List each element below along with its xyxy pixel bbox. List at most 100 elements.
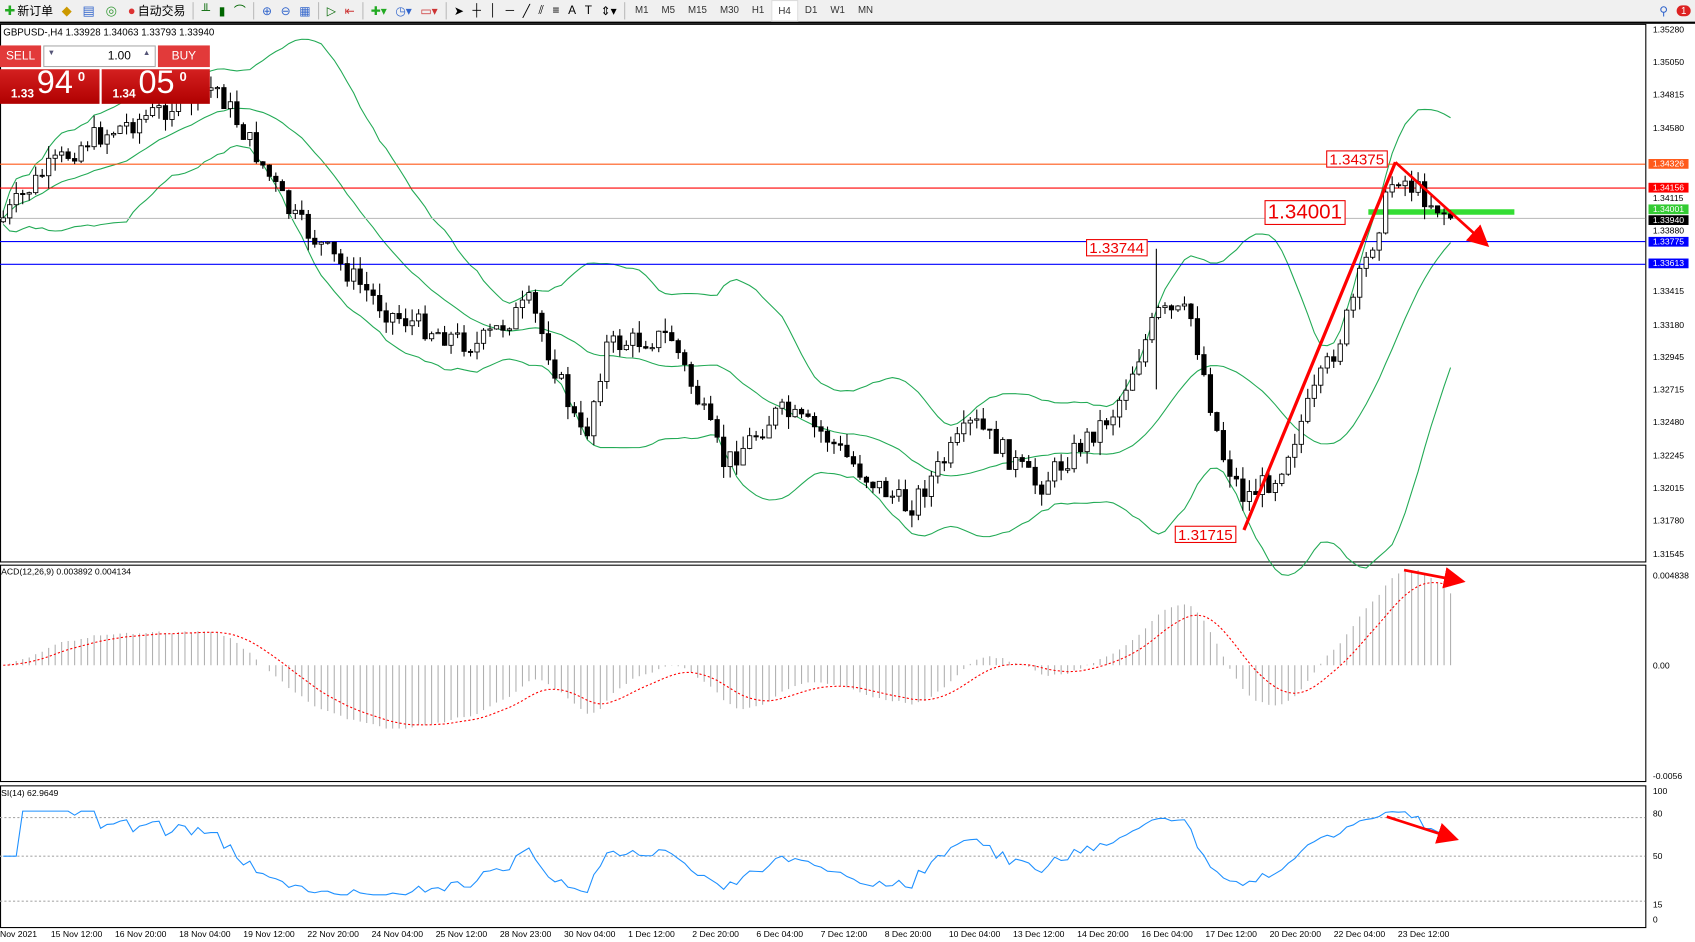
candle-body xyxy=(305,213,311,239)
candle-body xyxy=(1084,431,1090,453)
candle-body xyxy=(850,456,857,465)
search-icon: ⚲ xyxy=(1659,4,1668,18)
price-chart[interactable] xyxy=(0,23,1695,942)
signal-icon: ◎ xyxy=(105,3,117,19)
line-chart-button[interactable]: ⌒ xyxy=(230,1,251,20)
arrows-button[interactable]: ⇕▾ xyxy=(596,1,621,20)
bollinger-upper-band xyxy=(2,38,1451,426)
candle-body xyxy=(1311,384,1317,399)
chart-shift-button[interactable]: ⇤ xyxy=(340,1,359,20)
tile-windows-button[interactable]: ▦ xyxy=(295,1,315,20)
lot-decrease-icon[interactable]: ▼ xyxy=(47,49,56,58)
candle-body xyxy=(1279,473,1285,484)
autoscroll-button[interactable]: ▷ xyxy=(322,1,340,20)
candle-body xyxy=(1227,459,1233,477)
candle-body xyxy=(461,332,467,352)
macd-axis-label: 0.004838 xyxy=(1652,571,1689,581)
candle-body xyxy=(721,436,727,468)
bollinger-middle-band xyxy=(2,107,1451,477)
new-order-button[interactable]: ✚ 新订单 xyxy=(4,3,54,19)
timeframe-d1[interactable]: D1 xyxy=(804,4,818,16)
price-axis-label: 1.32715 xyxy=(1652,384,1685,395)
candle-body xyxy=(273,175,279,182)
macd-signal-line xyxy=(3,582,1451,726)
candle-body xyxy=(1091,431,1097,443)
price-tag: 1.33940 xyxy=(1648,215,1689,225)
candle-body xyxy=(286,190,292,215)
navigator-button[interactable]: ▤ xyxy=(78,1,101,20)
sell-button[interactable]: SELL xyxy=(0,45,42,68)
horizontal-line-button[interactable]: ─ xyxy=(501,1,518,20)
zoom-in-button[interactable]: ⊕ xyxy=(258,1,277,20)
timeframe-h1[interactable]: H1 xyxy=(751,4,765,16)
timeframe-h4[interactable]: H4 xyxy=(770,0,799,22)
bar-chart-button[interactable]: ╨ xyxy=(197,1,214,20)
search-button[interactable]: ⚲ xyxy=(1655,1,1672,20)
candle-body xyxy=(13,193,19,206)
text-button[interactable]: A xyxy=(564,1,581,20)
price-tag: 1.33613 xyxy=(1648,258,1689,269)
candle-body xyxy=(383,310,389,323)
auto-trading-button[interactable]: ● 自动交易 xyxy=(127,3,186,19)
lot-increase-icon[interactable]: ▲ xyxy=(142,49,151,58)
buy-price[interactable]: 1.34 05 0 xyxy=(101,65,210,104)
templates-button[interactable]: ▭▾ xyxy=(416,1,442,20)
timeframe-m1[interactable]: M1 xyxy=(634,4,649,16)
candle-body xyxy=(948,441,954,464)
text-label-button[interactable]: T xyxy=(580,1,596,20)
candle-body xyxy=(1136,361,1142,375)
timeframe-w1[interactable]: W1 xyxy=(830,4,845,16)
timeframe-mn[interactable]: MN xyxy=(857,4,874,16)
candle-body xyxy=(565,374,571,408)
channel-button[interactable]: ⫽ xyxy=(534,1,548,20)
rsi-label: SI(14) 62.9649 xyxy=(1,788,59,799)
candle-body xyxy=(1032,466,1038,486)
rsi-divergence-arrow xyxy=(1386,815,1459,844)
candle-body xyxy=(403,318,409,327)
high-annotation[interactable]: 1.34375 xyxy=(1326,150,1388,168)
candle-body xyxy=(883,480,889,498)
timeframe-bar: M1 M5 M15 M30 H1 H4 D1 W1 MN xyxy=(629,0,880,22)
crosshair-button[interactable]: ┼ xyxy=(468,1,485,20)
low-annotation[interactable]: 1.31715 xyxy=(1174,525,1236,544)
buy-button[interactable]: BUY xyxy=(157,45,210,68)
notifications-button[interactable]: 1 xyxy=(1672,1,1695,20)
timeframe-m5[interactable]: M5 xyxy=(661,4,676,16)
candle-body xyxy=(1097,420,1103,443)
candle-body xyxy=(227,101,233,110)
rsi-axis-label: 100 xyxy=(1652,786,1668,797)
candle-body xyxy=(954,433,960,443)
candle-body xyxy=(1292,443,1298,458)
signals-button[interactable]: ◎ xyxy=(101,1,123,20)
macd-axis-label: -0.0056 xyxy=(1652,771,1683,781)
indicators-button[interactable]: ✚▾ xyxy=(366,1,391,20)
periods-button[interactable]: ◷▾ xyxy=(391,1,416,20)
candle-body xyxy=(104,134,110,145)
vertical-line-button[interactable]: │ xyxy=(485,1,501,20)
candle-body xyxy=(1337,343,1343,362)
candle-body xyxy=(798,408,805,415)
time-axis-label: 2 Dec 20:00 xyxy=(692,929,739,939)
candle-chart-button[interactable]: ▮ xyxy=(214,1,229,20)
sell-price[interactable]: 1.33 94 0 xyxy=(0,65,100,104)
fibonacci-button[interactable]: ≡ xyxy=(548,1,564,20)
candle-body xyxy=(123,122,130,127)
trendline-button[interactable]: ╱ xyxy=(518,1,534,20)
swing-high-annotation[interactable]: 1.33744 xyxy=(1086,239,1148,257)
text-label-icon: T xyxy=(584,4,592,18)
lot-size-input[interactable]: ▼ 1.00 ▲ xyxy=(43,45,156,68)
candle-body xyxy=(1285,456,1291,475)
candle-body xyxy=(1123,389,1129,401)
candle-body xyxy=(760,436,766,439)
price-tag: 1.34156 xyxy=(1648,182,1689,193)
support-annotation[interactable]: 1.34001 xyxy=(1264,200,1346,225)
timeframe-m30[interactable]: M30 xyxy=(719,4,739,16)
timeframe-m15[interactable]: M15 xyxy=(688,4,707,16)
candle-body xyxy=(785,401,792,418)
market-watch-button[interactable]: ◆ xyxy=(57,1,78,20)
zoom-out-button[interactable]: ⊖ xyxy=(276,1,295,20)
cursor-button[interactable]: ➤ xyxy=(450,1,469,20)
time-axis-label: 18 Nov 04:00 xyxy=(179,929,231,939)
candle-body xyxy=(1116,399,1123,418)
